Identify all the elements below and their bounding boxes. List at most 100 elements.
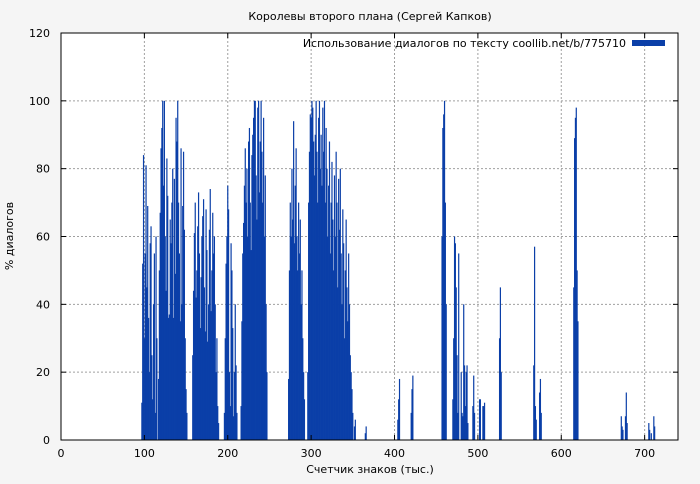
bar: [180, 148, 182, 440]
bar: [310, 117, 312, 440]
bar: [158, 270, 160, 440]
bar: [338, 178, 340, 440]
bar: [333, 175, 336, 440]
bar: [141, 402, 143, 440]
bar: [411, 389, 413, 441]
bar: [172, 168, 174, 441]
bar: [365, 426, 367, 440]
bar: [463, 365, 466, 440]
bar: [452, 399, 454, 440]
bar: [230, 243, 232, 440]
bar: [343, 243, 345, 440]
legend-swatch: [632, 40, 665, 46]
bar: [182, 205, 184, 440]
bar: [229, 406, 231, 440]
bar: [343, 338, 346, 440]
bar: [215, 372, 217, 440]
bar: [225, 263, 227, 440]
y-tick-label: 20: [36, 366, 50, 379]
bar: [152, 399, 154, 440]
bar: [203, 287, 206, 441]
bar: [341, 304, 343, 440]
bar: [334, 236, 336, 440]
bar: [454, 243, 456, 440]
bar: [538, 392, 541, 440]
bar: [257, 107, 259, 441]
bar: [353, 426, 356, 440]
bar: [540, 412, 542, 440]
bar: [314, 134, 316, 440]
bar: [653, 416, 655, 440]
bar: [246, 168, 248, 441]
bar: [573, 287, 575, 441]
bar: [332, 219, 334, 440]
bar: [223, 412, 226, 440]
bar: [412, 375, 414, 440]
x-tick-label: 700: [634, 447, 655, 460]
bar: [226, 236, 228, 440]
bar: [533, 246, 536, 440]
bar: [212, 253, 215, 440]
bar: [196, 270, 198, 440]
bar: [295, 148, 297, 440]
bar: [262, 202, 264, 440]
bar: [242, 253, 244, 440]
bar: [248, 127, 251, 440]
bar: [298, 253, 301, 440]
bar: [318, 117, 320, 440]
bar: [202, 199, 205, 440]
bar: [309, 114, 311, 441]
bar: [352, 412, 354, 440]
bar: [243, 185, 246, 441]
bar: [184, 338, 186, 440]
bar: [498, 338, 501, 440]
bar: [151, 355, 153, 440]
bar: [172, 317, 175, 440]
bar: [328, 141, 331, 440]
bar: [250, 250, 252, 440]
bar: [235, 365, 237, 440]
bar: [182, 151, 185, 440]
x-axis-label: Счетчик знаков (тыс.): [306, 463, 434, 476]
bar: [325, 127, 327, 440]
bar: [212, 212, 214, 440]
bar: [445, 304, 447, 440]
y-tick-label: 0: [43, 434, 50, 447]
bar: [576, 270, 578, 440]
bar: [197, 192, 200, 440]
bar: [620, 416, 622, 440]
bar: [624, 416, 627, 440]
bar: [206, 250, 208, 440]
bar: [213, 236, 216, 440]
bar: [259, 141, 261, 440]
bar: [340, 253, 342, 440]
x-tick-label: 200: [217, 447, 238, 460]
bar: [171, 202, 173, 440]
bar: [574, 138, 576, 440]
bar: [289, 202, 291, 440]
bar: [342, 209, 344, 440]
bar: [318, 100, 321, 440]
bar: [323, 151, 325, 440]
bar: [174, 273, 176, 440]
bar: [266, 372, 268, 440]
bar: [329, 253, 331, 440]
chart-title: Королевы второго плана (Сергей Капков): [248, 10, 491, 23]
x-tick-label: 100: [134, 447, 155, 460]
bar: [443, 114, 445, 441]
bar: [147, 317, 150, 440]
bar: [249, 202, 251, 440]
bar: [535, 419, 537, 440]
bar: [293, 243, 296, 440]
bar: [233, 372, 236, 440]
bar: [308, 202, 310, 440]
bar: [253, 117, 255, 440]
bar: [443, 100, 446, 440]
bar: [173, 178, 175, 440]
bar: [315, 100, 317, 440]
bar: [339, 168, 341, 441]
bar: [216, 338, 218, 440]
bar: [260, 100, 262, 440]
bar: [650, 433, 652, 440]
